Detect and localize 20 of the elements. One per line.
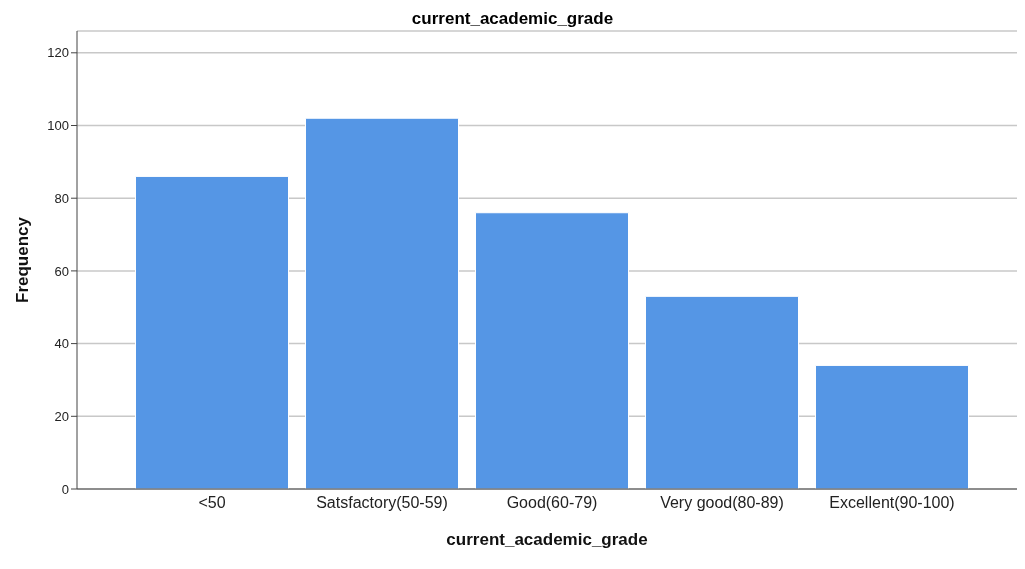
x-tick-label: Very good(80-89)	[660, 494, 784, 512]
chart-title: current_academic_grade	[410, 8, 615, 30]
y-tick-label: 40	[54, 336, 69, 352]
x-tick-label: <50	[198, 494, 226, 512]
bar	[475, 212, 629, 489]
bar	[815, 364, 969, 489]
x-axis-title: current_academic_grade	[446, 530, 648, 549]
bar	[135, 175, 289, 489]
y-tick-label: 0	[61, 481, 69, 497]
x-tick-label: Excellent(90-100)	[829, 494, 955, 512]
y-tick-label: 100	[47, 118, 69, 134]
y-tick-label: 120	[47, 45, 69, 61]
x-tick-label: Good(60-79)	[506, 494, 598, 512]
y-tick-label: 60	[54, 263, 69, 279]
y-axis-title: Frequency	[13, 216, 33, 303]
bar	[645, 295, 799, 489]
y-tick-label: 20	[54, 408, 69, 424]
x-tick-label: Satsfactory(50-59)	[316, 494, 448, 512]
y-tick-label: 80	[54, 190, 69, 206]
bar	[305, 117, 459, 489]
